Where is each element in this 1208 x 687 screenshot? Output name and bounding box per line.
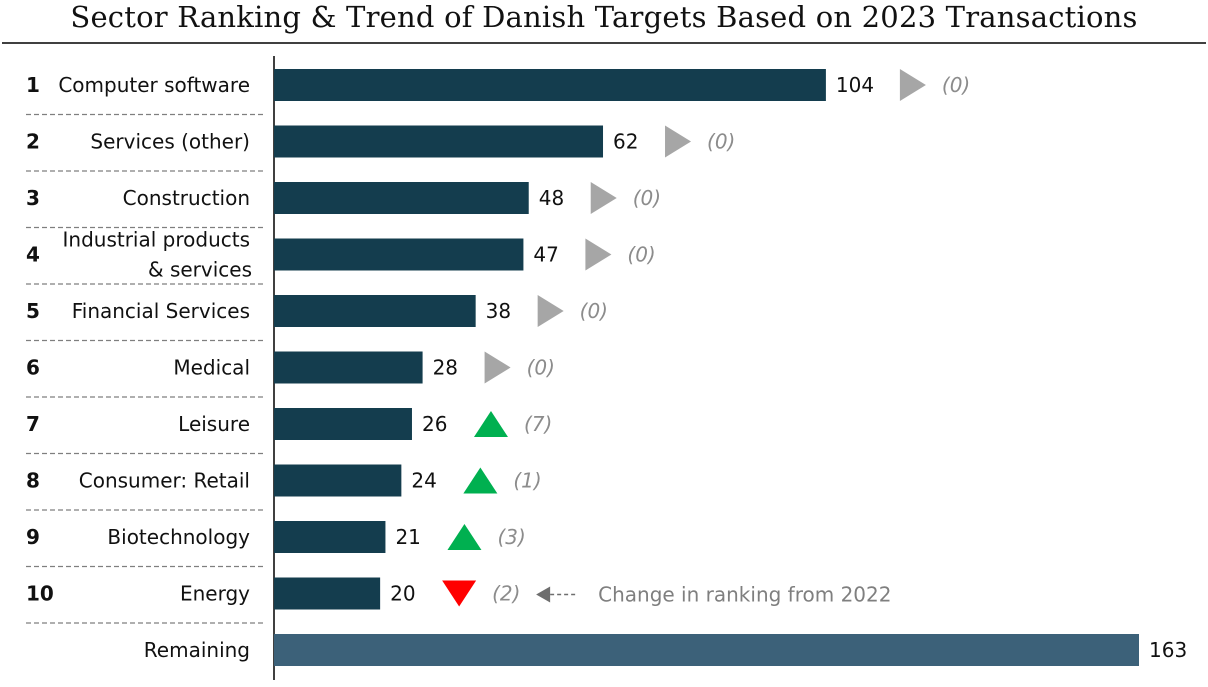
value-label: 38 bbox=[486, 299, 511, 323]
category-label: Construction bbox=[123, 186, 250, 210]
bar-row: 10 Energy 20 (2) bbox=[26, 577, 520, 624]
trend-up-icon bbox=[447, 524, 482, 550]
rank-label: 9 bbox=[26, 525, 40, 549]
rank-label: 3 bbox=[26, 186, 40, 210]
trend-up-icon bbox=[473, 411, 508, 437]
change-label: (3) bbox=[497, 525, 525, 549]
bar-row: 5 Financial Services 38 (0) bbox=[26, 295, 608, 342]
value-label: 28 bbox=[433, 356, 458, 380]
trend-up-icon bbox=[463, 467, 498, 494]
value-label: 48 bbox=[539, 186, 564, 210]
rank-label: 7 bbox=[26, 412, 40, 436]
trend-down-icon bbox=[442, 580, 477, 607]
bar-row: 8 Consumer: Retail 24 (1) bbox=[26, 464, 542, 511]
bar-remaining bbox=[274, 634, 1139, 666]
value-label: 20 bbox=[390, 582, 415, 606]
bar bbox=[274, 238, 524, 271]
change-label: (0) bbox=[942, 73, 970, 97]
change-label: (7) bbox=[524, 412, 552, 436]
rank-label: 10 bbox=[26, 582, 54, 606]
value-label: 47 bbox=[533, 243, 558, 267]
bar-row: 3 Construction 48 (0) bbox=[26, 182, 661, 229]
change-label: (1) bbox=[513, 469, 541, 493]
category-label: Energy bbox=[180, 582, 250, 606]
bar-row: 2 Services (other) 62 (0) bbox=[26, 125, 735, 172]
trend-flat-icon bbox=[484, 351, 511, 384]
bar bbox=[274, 125, 604, 158]
bar bbox=[274, 521, 386, 553]
category-label: Computer software bbox=[58, 73, 250, 97]
chart-title: Sector Ranking & Trend of Danish Targets… bbox=[70, 0, 1138, 34]
trend-flat-icon bbox=[899, 69, 926, 101]
bar bbox=[274, 295, 476, 327]
chart-rows: 1 Computer software 104 (0)2 Services (other… bbox=[26, 69, 1187, 666]
trend-flat-icon bbox=[585, 238, 612, 271]
change-label: (0) bbox=[627, 243, 655, 267]
rank-label: 6 bbox=[26, 356, 40, 380]
category-label: Remaining bbox=[144, 638, 250, 662]
value-label: 24 bbox=[411, 469, 436, 493]
rank-label: 4 bbox=[26, 243, 40, 267]
value-label: 62 bbox=[613, 130, 638, 154]
change-label: (2) bbox=[492, 582, 520, 606]
bar bbox=[274, 408, 412, 440]
bar bbox=[274, 182, 529, 214]
value-label: 21 bbox=[395, 525, 420, 549]
value-label: 26 bbox=[422, 412, 447, 436]
value-label: 104 bbox=[836, 73, 874, 97]
trend-flat-icon bbox=[590, 182, 617, 214]
arrow-left-icon bbox=[536, 586, 551, 603]
rank-label: 2 bbox=[26, 130, 40, 154]
bar-row: 1 Computer software 104 (0) bbox=[26, 69, 970, 116]
bar-row: 9 Biotechnology 21 (3) bbox=[26, 521, 526, 568]
rank-label: 1 bbox=[26, 73, 40, 97]
trend-flat-icon bbox=[665, 125, 692, 158]
bar-row: 6 Medical 28 (0) bbox=[26, 351, 555, 398]
category-label: Consumer: Retail bbox=[79, 469, 250, 493]
category-label: Leisure bbox=[178, 412, 250, 436]
category-label: Medical bbox=[173, 356, 250, 380]
change-label: (0) bbox=[580, 299, 608, 323]
category-label: Biotechnology bbox=[107, 525, 250, 549]
bar bbox=[274, 69, 826, 101]
category-label: Services (other) bbox=[90, 130, 250, 154]
trend-flat-icon bbox=[537, 295, 564, 327]
change-label: (0) bbox=[707, 130, 735, 154]
bar bbox=[274, 577, 381, 610]
category-label: Financial Services bbox=[72, 299, 250, 323]
category-label: Industrial products & services bbox=[63, 228, 253, 282]
annotation-label: Change in ranking from 2022 bbox=[598, 583, 891, 607]
bar-row: 7 Leisure 26 (7) bbox=[26, 408, 552, 455]
change-label: (0) bbox=[527, 356, 555, 380]
value-label: 163 bbox=[1149, 638, 1187, 662]
change-label: (0) bbox=[633, 186, 661, 210]
bar-row: 4 Industrial products & services 47 (0) bbox=[26, 228, 656, 285]
bar-row: Remaining 163 bbox=[144, 634, 1187, 666]
bar bbox=[274, 464, 402, 497]
annotation-group: Change in ranking from 2022 bbox=[536, 583, 891, 607]
bar bbox=[274, 351, 423, 384]
rank-label: 5 bbox=[26, 299, 40, 323]
rank-label: 8 bbox=[26, 469, 40, 493]
